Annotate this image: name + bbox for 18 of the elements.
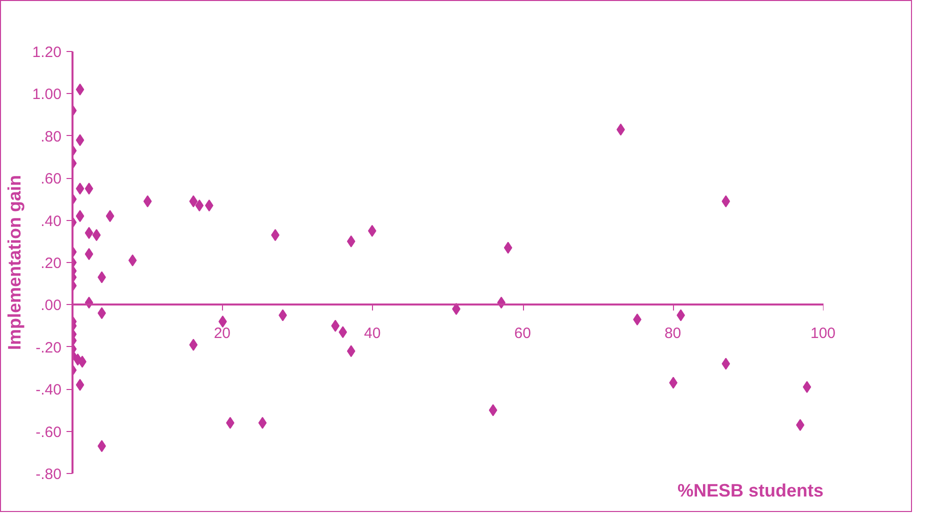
x-tick-label: 60 <box>514 325 531 342</box>
x-tick-label: 80 <box>664 325 682 342</box>
y-tick-label: 1.20 <box>32 44 62 61</box>
y-tick-label: 1.00 <box>32 86 62 104</box>
y-tick-label: -.40 <box>36 382 62 399</box>
x-tick-label: 40 <box>364 325 381 342</box>
y-tick-label: .60 <box>40 170 62 188</box>
x-tick-label: 100 <box>810 325 836 342</box>
y-tick-label: -.80 <box>36 466 62 483</box>
y-tick-label: .80 <box>40 128 62 146</box>
y-axis-title: Implementation gain <box>4 174 24 350</box>
y-tick-label: -.60 <box>36 424 62 441</box>
y-tick-label: .00 <box>40 297 62 314</box>
x-axis-title: %NESB students <box>677 480 824 500</box>
y-tick-label: .40 <box>40 212 62 230</box>
y-tick-label: .20 <box>40 255 62 272</box>
y-tick-label: -.20 <box>36 339 62 356</box>
x-tick-label: 20 <box>214 325 231 342</box>
